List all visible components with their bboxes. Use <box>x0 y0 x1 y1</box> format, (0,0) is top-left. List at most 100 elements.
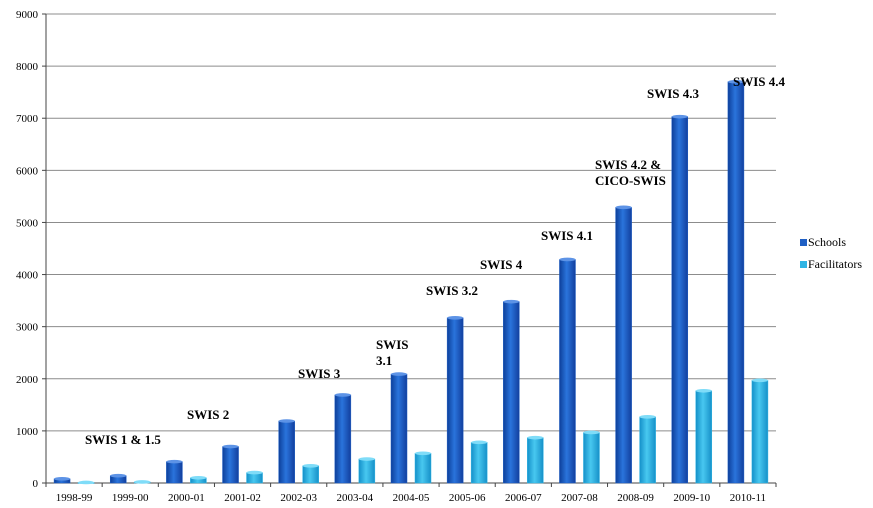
version-label-2005-06: SWIS 3.2 <box>426 283 478 298</box>
bar-top-cap <box>358 457 375 461</box>
bar-top-cap <box>583 430 600 435</box>
version-label-2009-10: SWIS 4.3 <box>647 86 700 101</box>
bar-top-cap <box>166 459 183 464</box>
facilitators-bar-2003-04 <box>358 458 376 484</box>
y-tick-label: 6000 <box>16 165 39 177</box>
y-tick-label: 9000 <box>16 9 39 21</box>
x-tick-label: 2006-07 <box>505 492 542 504</box>
facilitators-bar-2004-05 <box>414 453 432 484</box>
bar-top-cap <box>559 257 576 262</box>
schools-bar-2000-01 <box>166 461 183 484</box>
bar-top-cap <box>671 114 688 119</box>
schools-bar-2003-04 <box>334 394 352 484</box>
schools-bar-2008-09 <box>615 207 632 484</box>
x-tick-label: 1999-00 <box>112 492 149 504</box>
bar-top-cap <box>471 440 488 445</box>
version-label-2006-07: SWIS 4 <box>480 257 523 272</box>
bar-top-cap <box>246 470 263 475</box>
schools-bar-2006-07 <box>503 301 520 484</box>
bar-top-cap <box>391 372 407 376</box>
version-label-2002-03: SWIS 3 <box>298 366 341 381</box>
facilitators-bar-2005-06 <box>470 442 488 484</box>
bar-top-cap <box>527 435 544 440</box>
y-tick-label: 0 <box>33 478 39 490</box>
version-label-2008-09: SWIS 4.2 & CICO-SWIS <box>595 157 666 188</box>
facilitators-bar-2008-09 <box>639 416 656 484</box>
x-tick-label: 2004-05 <box>393 492 430 504</box>
facilitators-bar-2006-07 <box>527 437 544 484</box>
version-label-2010-11: SWIS 4.4 <box>733 74 786 89</box>
version-label-line: SWIS 2 <box>187 407 229 422</box>
legend-label-facilitators: Facilitators <box>808 257 862 271</box>
y-tick-label: 8000 <box>16 61 39 73</box>
version-label-2000-01: SWIS 2 <box>187 407 229 422</box>
bar-top-cap <box>615 205 632 210</box>
x-tick-label: 2002-03 <box>280 492 317 504</box>
facilitators-bar-2007-08 <box>583 432 600 484</box>
bar-top-cap <box>334 393 351 397</box>
x-tick-label: 2003-04 <box>337 492 374 504</box>
schools-bar-2009-10 <box>671 116 689 484</box>
facilitators-bar-2002-03 <box>302 465 319 484</box>
version-label-line: 3.1 <box>376 353 392 368</box>
y-tick-label: 7000 <box>16 113 39 125</box>
version-label-line: SWIS 4.1 <box>541 228 593 243</box>
bar-top-cap <box>415 451 431 456</box>
schools-bar-2004-05 <box>390 373 408 484</box>
facilitators-bar-2010-11 <box>751 380 769 484</box>
version-label-line: SWIS 3.2 <box>426 283 478 298</box>
x-tick-label: 2009-10 <box>673 492 710 504</box>
x-tick-label: 2000-01 <box>168 492 205 504</box>
schools-bar-2007-08 <box>559 259 576 484</box>
y-tick-label: 4000 <box>16 270 39 282</box>
bar-top-cap <box>78 480 95 485</box>
version-label-line: SWIS 3 <box>298 366 341 381</box>
version-label-line: SWIS <box>376 337 409 352</box>
version-label-line: CICO-SWIS <box>595 173 666 188</box>
version-label-line: SWIS 4.2 & <box>595 157 661 172</box>
legend: Schools Facilitators <box>800 235 862 271</box>
legend-swatch-facilitators <box>800 261 807 268</box>
bar-top-cap <box>639 415 656 419</box>
x-tick-label: 1998-99 <box>56 492 93 504</box>
y-tick-label: 1000 <box>16 426 39 438</box>
bar-top-cap <box>302 464 319 468</box>
schools-bar-2005-06 <box>446 317 464 484</box>
bar-top-cap <box>54 477 71 481</box>
schools-bar-2010-11 <box>727 81 745 484</box>
bar-top-cap <box>222 444 239 449</box>
y-tick-label: 2000 <box>16 374 39 386</box>
legend-label-schools: Schools <box>808 235 846 249</box>
facilitators-bar-2009-10 <box>695 390 713 484</box>
x-tick-label: 2007-08 <box>561 492 598 504</box>
bar-top-cap <box>278 419 295 423</box>
bar-top-cap <box>110 473 127 478</box>
x-tick-label: 2010-11 <box>730 492 766 504</box>
gridlines <box>46 13 776 432</box>
bar-top-cap <box>695 388 712 393</box>
y-tick-label: 5000 <box>16 217 39 229</box>
version-label-2004-05: SWIS 3.1 <box>376 337 409 368</box>
version-label-line: SWIS 4.3 <box>647 86 700 101</box>
version-label-line: SWIS 4.4 <box>733 74 786 89</box>
x-tick-label: 2001-02 <box>224 492 261 504</box>
bar-top-cap <box>134 480 151 484</box>
legend-swatch-schools <box>800 239 807 246</box>
schools-bar-2002-03 <box>278 420 295 484</box>
version-label-line: SWIS 1 & 1.5 <box>85 432 161 447</box>
version-label-2007-08: SWIS 4.1 <box>541 228 593 243</box>
bars <box>53 79 769 485</box>
x-tick-label: 2005-06 <box>449 492 486 504</box>
axes: 0 1000 2000 3000 4000 5000 6000 7000 8000 9000 199… <box>16 9 777 504</box>
bar-top-cap <box>503 299 520 304</box>
version-label-1998-99: SWIS 1 & 1.5 <box>85 432 161 447</box>
version-label-line: SWIS 4 <box>480 257 523 272</box>
bar-top-cap <box>751 378 768 383</box>
bar-top-cap <box>727 79 744 84</box>
y-tick-label: 3000 <box>16 322 39 334</box>
bar-top-cap <box>190 475 207 480</box>
schools-bar-2001-02 <box>222 446 239 484</box>
bar-top-cap <box>447 316 464 320</box>
